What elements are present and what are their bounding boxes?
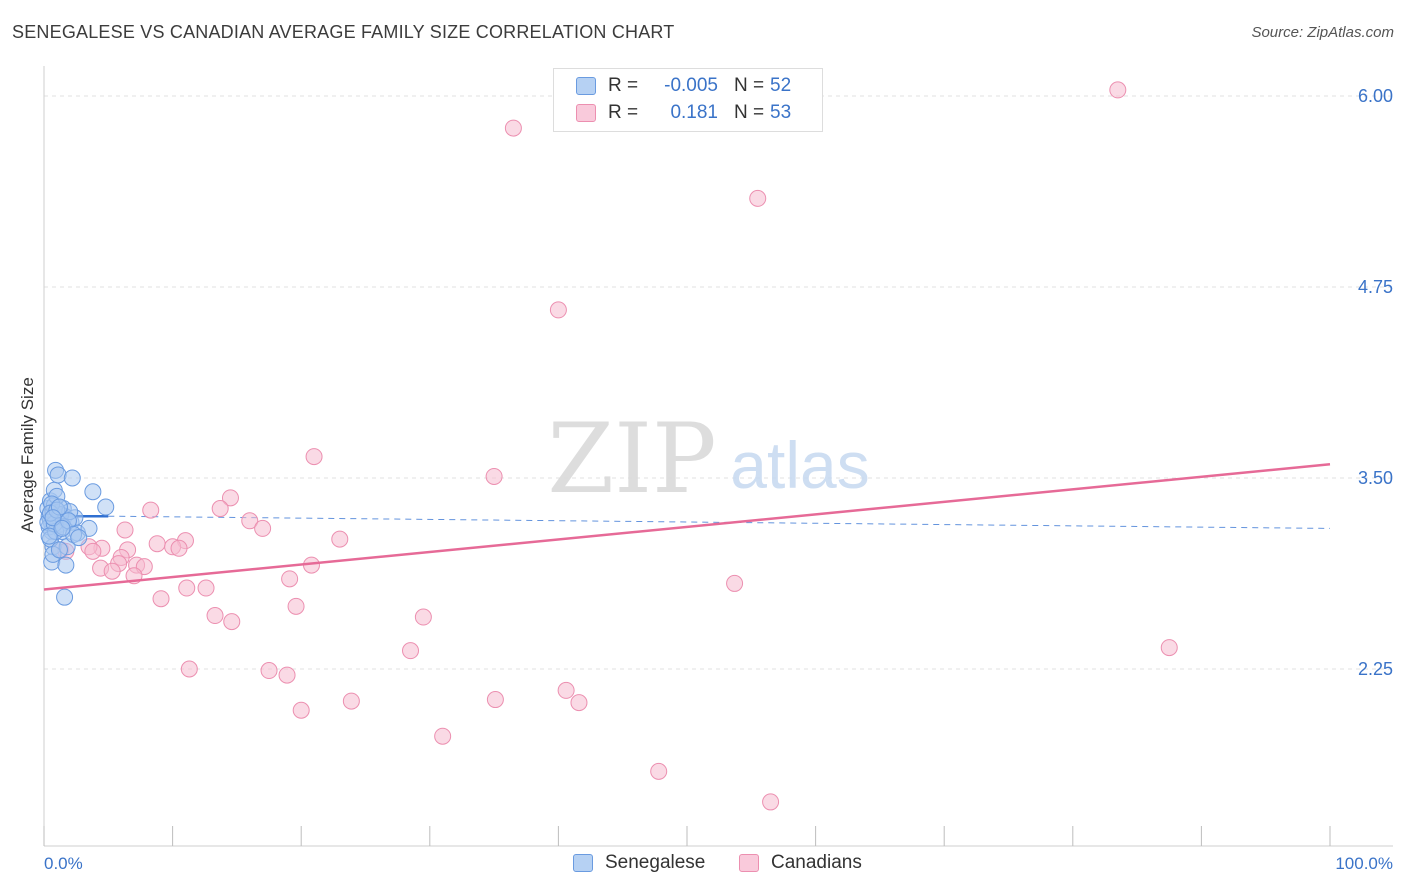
r-value: 0.181: [670, 102, 718, 123]
canadians-point: [103, 562, 121, 580]
legend-row-canadians: R = 0.181 N = 53: [576, 100, 791, 126]
canadians-point: [292, 701, 310, 719]
canadians-point: [278, 666, 296, 684]
source-label: Source: ZipAtlas.com: [1251, 24, 1394, 41]
canadians-swatch: [576, 104, 596, 122]
canadians-point: [434, 727, 452, 745]
canadians-point: [762, 793, 780, 811]
canadians-point: [260, 662, 278, 680]
r-value: -0.005: [664, 75, 718, 96]
senegalese-point: [49, 466, 67, 484]
y-tick-labels: 2.25 3.50 4.75 6.00: [1358, 86, 1393, 679]
senegalese-point: [50, 541, 68, 559]
canadians-point: [1109, 81, 1127, 99]
y-tick-label: 4.75: [1358, 277, 1393, 297]
canadians-point: [331, 530, 349, 548]
n-label: N =: [734, 75, 765, 96]
canadians-point: [504, 119, 522, 137]
r-label: R =: [608, 102, 639, 123]
legend-row-senegalese: R = -0.005 N = 52: [576, 73, 791, 99]
y-tick-label: 2.25: [1358, 659, 1393, 679]
canadians-point: [84, 542, 102, 560]
series-legend: Senegalese Canadians: [0, 852, 1406, 878]
senegalese-point: [53, 519, 71, 537]
canadians-legend-label: Canadians: [771, 852, 862, 873]
canadians-point: [211, 500, 229, 518]
canadians-point: [402, 642, 420, 660]
senegalese-legend-label: Senegalese: [605, 852, 706, 873]
canadians-point: [254, 519, 272, 537]
y-tick-label: 3.50: [1358, 468, 1393, 488]
senegalese-trend-dashed: [108, 515, 1331, 529]
canadians-trend: [43, 463, 1331, 591]
senegalese-point: [70, 529, 88, 547]
x-tick-label-min: 0.0%: [44, 854, 83, 873]
canadians-point: [414, 608, 432, 626]
canadians-legend-swatch: [739, 854, 759, 872]
senegalese-point: [40, 527, 58, 545]
canadians-point: [178, 579, 196, 597]
canadians-point: [485, 467, 503, 485]
canadians-point: [197, 579, 215, 597]
canadians-point: [1160, 639, 1178, 657]
canadians-point: [287, 597, 305, 615]
y-tick-label: 6.00: [1358, 86, 1393, 106]
senegalese-points: [39, 461, 115, 606]
canadians-point: [241, 512, 259, 530]
canadians-trend-line: [43, 463, 1331, 591]
axes: [43, 66, 1393, 847]
canadians-point: [281, 570, 299, 588]
canadians-point: [170, 539, 188, 557]
gridlines: [44, 95, 1393, 670]
stats-legend: R = -0.005 N = 52 R = 0.181 N = 53: [553, 68, 823, 132]
canadians-points: [52, 81, 1178, 811]
canadians-point: [486, 691, 504, 709]
n-label: N =: [734, 102, 765, 123]
canadians-point: [549, 301, 567, 319]
senegalese-point: [56, 588, 74, 606]
senegalese-legend-swatch: [573, 854, 593, 872]
canadians-point: [557, 681, 575, 699]
canadians-point: [206, 607, 224, 625]
canadians-point: [221, 489, 239, 507]
senegalese-point: [84, 483, 102, 501]
x-tick-label-max: 100.0%: [1335, 854, 1393, 873]
legend-item-senegalese[interactable]: Senegalese: [573, 852, 705, 874]
chart-title: SENEGALESE VS CANADIAN AVERAGE FAMILY SI…: [12, 22, 675, 42]
canadians-point: [749, 189, 767, 207]
senegalese-point: [57, 556, 75, 574]
canadians-point: [142, 501, 160, 519]
watermark: ZIP atlas: [547, 403, 869, 515]
r-label: R =: [608, 75, 639, 96]
n-value: 52: [770, 75, 792, 96]
watermark-atlas: atlas: [730, 428, 869, 502]
canadians-point: [152, 590, 170, 608]
canadians-point: [116, 521, 134, 539]
watermark-zip: ZIP: [547, 403, 716, 515]
canadians-point: [223, 613, 241, 631]
canadians-point: [180, 660, 198, 678]
senegalese-point: [63, 469, 81, 487]
n-value: 53: [770, 102, 792, 123]
canadians-point: [650, 762, 668, 780]
canadians-point: [570, 694, 588, 712]
canadians-point: [342, 692, 360, 710]
senegalese-swatch: [576, 77, 596, 95]
legend-item-canadians[interactable]: Canadians: [739, 852, 862, 874]
canadians-point: [148, 535, 166, 553]
canadians-point: [726, 574, 744, 592]
canadians-point: [305, 448, 323, 466]
senegalese-point: [97, 498, 115, 516]
